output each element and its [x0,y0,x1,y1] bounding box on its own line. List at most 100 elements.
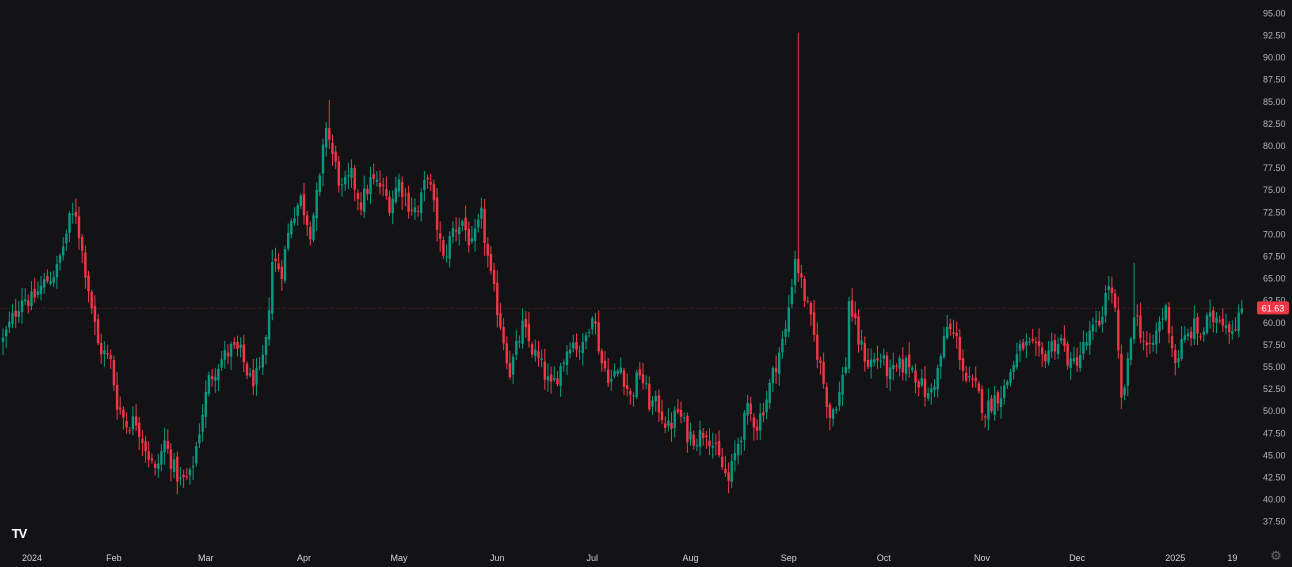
candle [1174,344,1177,376]
candle [1069,351,1072,380]
candle-body [809,302,813,315]
candle [169,443,173,482]
candle [109,349,112,369]
candle [1151,334,1155,352]
candle [39,276,43,301]
x-tick-label: Jul [587,553,599,563]
candle [416,205,420,217]
candle [933,379,936,398]
candle-body [549,374,553,382]
y-tick-label: 40.00 [1263,495,1286,505]
candle-body [683,417,686,419]
candle [521,308,524,349]
candle-body [486,243,489,256]
candle [898,355,901,377]
candle [1091,317,1095,340]
candle [394,176,398,205]
candle [822,352,825,389]
candle [1221,308,1224,332]
candle [740,436,743,455]
candle [207,371,211,397]
candle [1075,347,1079,372]
candle [1224,313,1228,335]
candle [673,406,676,438]
candle-body [426,177,429,180]
candle [831,407,835,427]
candle [828,402,832,431]
candle-body [1069,358,1072,368]
candle [30,281,33,311]
candle [1196,312,1199,345]
candle-body [176,456,179,482]
candle [214,368,217,393]
candle-body [30,291,33,307]
candle-body [790,287,794,305]
candle-body [109,355,112,360]
candle-body [936,367,939,390]
candle [236,335,239,357]
candle [695,438,699,452]
candle-body [1,337,5,342]
candle-body [134,416,138,426]
candle-body [1237,312,1240,332]
candle [287,223,290,252]
candle-body [264,337,268,355]
candle-body [359,202,363,210]
candle-body [1094,320,1098,323]
candle-body [1177,358,1180,363]
gear-icon[interactable]: ⚙ [1270,548,1282,563]
y-tick-label: 92.50 [1263,31,1286,41]
candle-body [233,341,236,346]
candle [334,145,337,169]
candle-body [138,422,141,437]
candle [743,410,746,451]
candle [980,385,984,421]
x-tick-label: Sep [781,553,797,563]
candle-body [632,395,635,397]
candle [971,374,974,388]
candle [806,296,809,304]
candle-body [115,385,119,410]
candle-body [62,246,65,256]
candle [125,412,128,434]
candle [610,369,613,391]
candle-body [74,211,78,217]
candle-body [746,402,749,416]
candle-body [594,321,597,324]
candle [904,355,908,382]
candle-body [302,194,306,216]
candle-body [543,361,546,380]
candle-body [11,312,14,324]
candle [71,202,74,224]
candle-body [280,266,283,279]
candle-body [901,359,904,373]
candle [784,320,787,345]
candle [1148,333,1152,355]
candle [568,342,572,359]
y-tick-label: 37.50 [1263,517,1286,527]
candle [87,270,90,303]
candle [195,442,198,467]
candle [96,313,100,345]
candle [987,388,990,431]
candle [939,353,942,380]
x-tick-label: Oct [877,553,892,563]
candle [730,454,733,488]
candle-body [939,356,942,367]
candle-body [131,416,135,430]
candle-body [229,344,233,357]
candle [477,213,480,233]
candle [131,406,135,436]
candle-body [439,233,442,239]
candle-body [869,359,873,367]
candle-body [242,344,245,363]
candle-body [736,443,740,456]
candle [1018,339,1022,362]
candle [1120,344,1123,409]
candle-body [96,319,100,344]
candle [160,444,163,472]
candle [1034,336,1038,357]
candle [496,270,499,328]
